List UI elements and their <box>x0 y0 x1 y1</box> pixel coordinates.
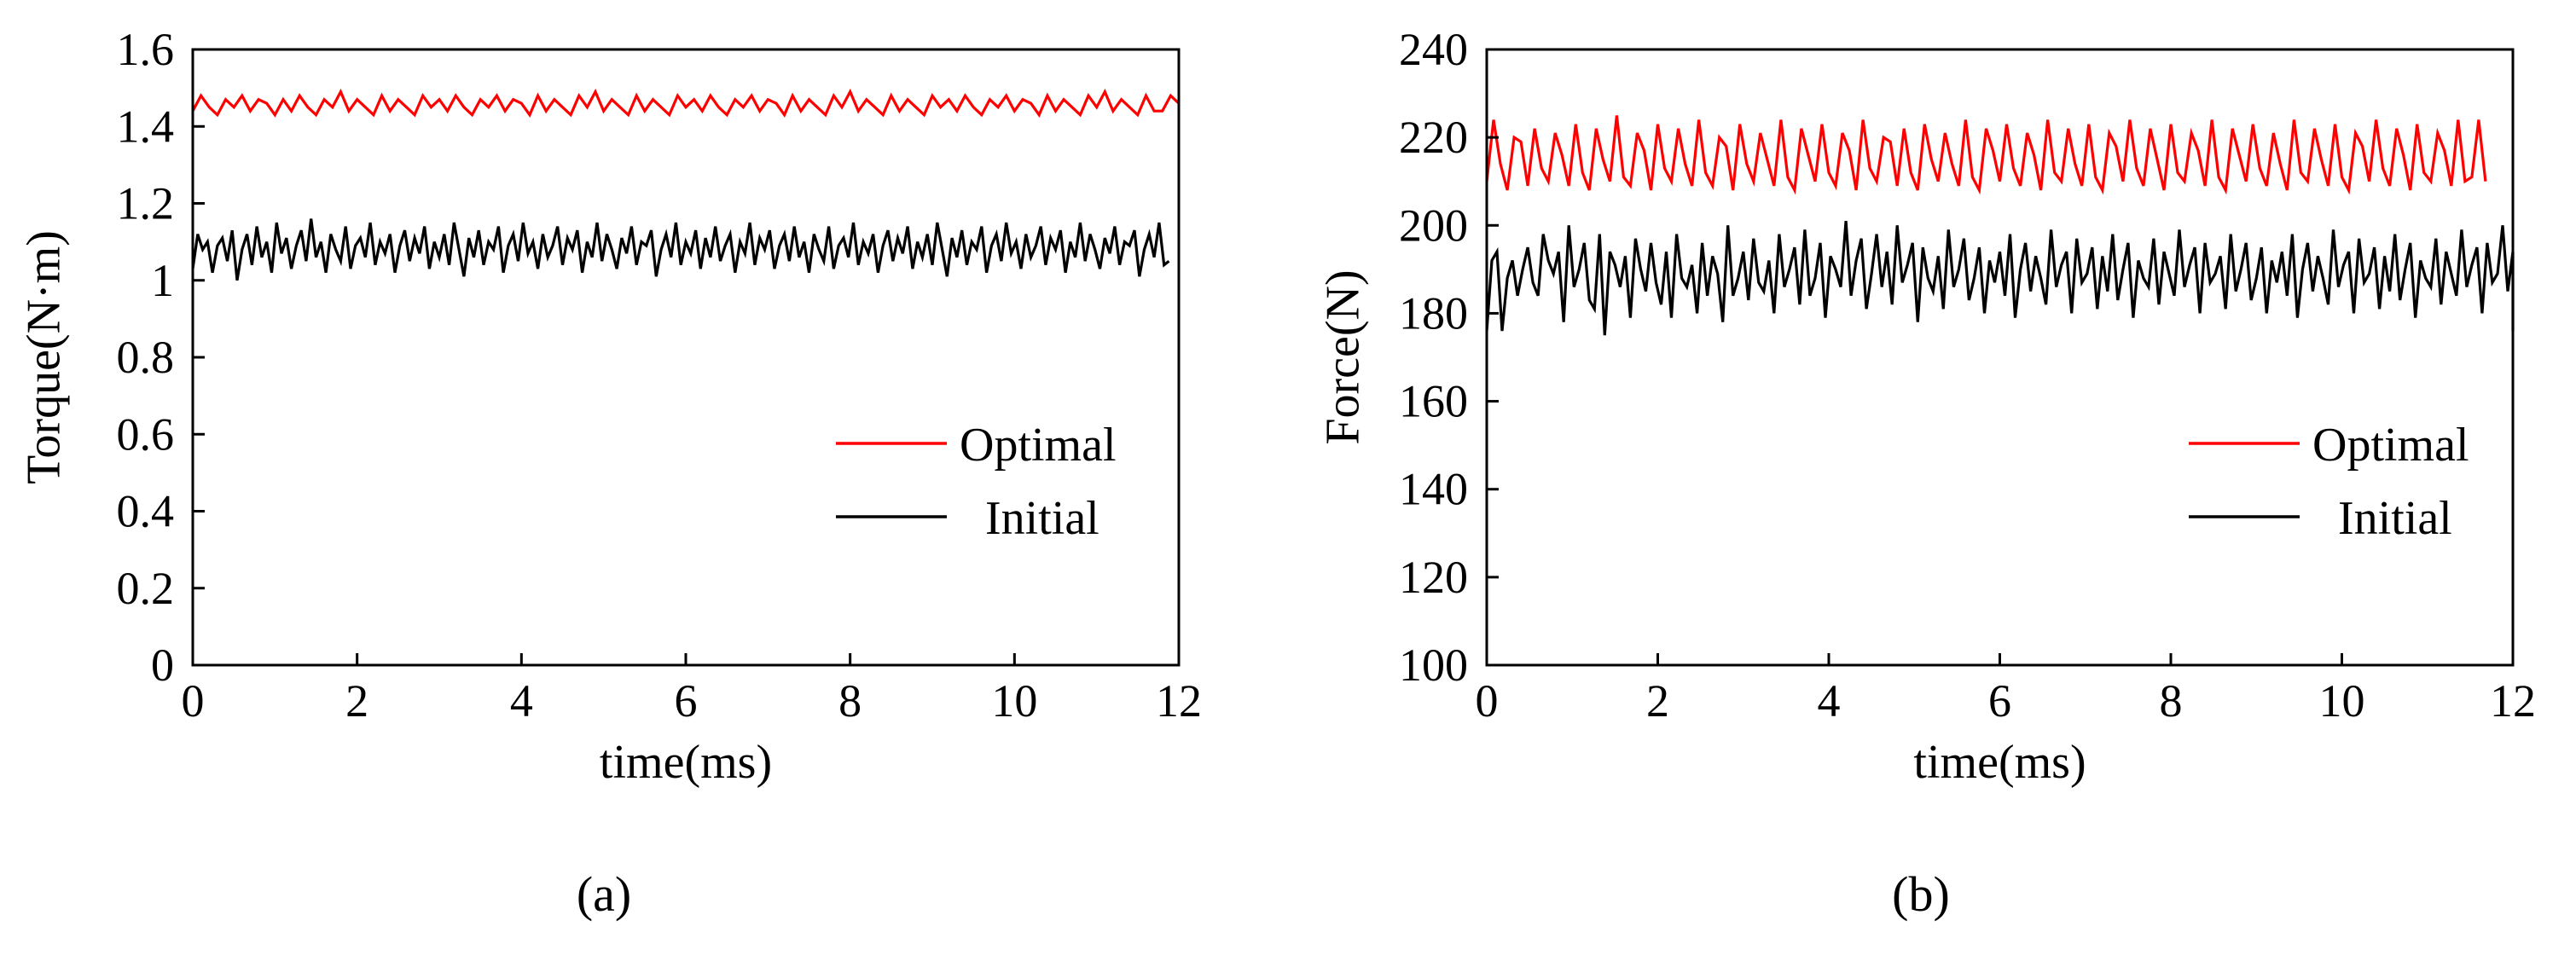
chart-a-y-tick-label: 0.8 <box>117 332 175 383</box>
chart-a-x-tick-label: 10 <box>991 675 1037 727</box>
chart-b-legend-label-optimal: Optimal <box>2312 419 2469 472</box>
chart-b-series-initial <box>1485 220 2515 336</box>
chart-a-y-tick-label: 0.6 <box>117 408 175 460</box>
chart-b-x-tick-label: 8 <box>2160 675 2183 727</box>
chart-b-y-tick-label: 180 <box>1399 287 1468 339</box>
chart-a-series <box>191 88 1181 281</box>
chart-b-x-tick-label: 10 <box>2319 675 2365 727</box>
chart-a-y-tick-label: 0 <box>151 640 174 691</box>
chart-a-y-axis-label: Torque(N·m) <box>18 230 71 484</box>
chart-b-series-optimal <box>1485 115 2487 195</box>
chart-b-y-tick-label: 100 <box>1399 640 1468 691</box>
chart-a-y-tick-label: 0.2 <box>117 563 175 614</box>
chart-b-x-tick-label: 4 <box>1818 675 1841 727</box>
chart-b-y-tick-label: 240 <box>1399 24 1468 75</box>
chart-b-y-axis-label: Force(N) <box>1317 269 1370 444</box>
chart-a-y-tick-label: 1.4 <box>117 101 175 152</box>
chart-a: 0 2 4 6 8 10 12 0 0.2 0.4 0.6 0.8 1 1.2 1.4 1.6 time(ms… <box>18 24 1202 922</box>
chart-b-y-tick-label: 160 <box>1399 376 1468 427</box>
chart-b-panel-label: (b) <box>1892 866 1950 922</box>
chart-b-x-tick-label: 6 <box>1988 675 2011 727</box>
chart-a-y-tick-label: 0.4 <box>117 486 175 537</box>
chart-a-y-tick-label: 1.6 <box>117 24 175 75</box>
chart-b-y-tick-label: 220 <box>1399 112 1468 163</box>
chart-b-y-tick-label: 140 <box>1399 464 1468 515</box>
chart-b-series <box>1485 115 2515 336</box>
chart-a-legend-label-optimal: Optimal <box>960 419 1117 472</box>
chart-b-y-tick-label: 200 <box>1399 200 1468 251</box>
chart-b-x-tick-label: 2 <box>1646 675 1669 727</box>
chart-a-x-tick-label: 8 <box>838 675 862 727</box>
chart-b-x-axis-label: time(ms) <box>1913 736 2086 789</box>
chart-b: 0 2 4 6 8 10 12 100 120 140 160 180 200 220 240 time(m… <box>1317 24 2536 922</box>
chart-a-series-optimal <box>191 88 1181 118</box>
chart-a-x-tick-label: 6 <box>675 675 698 727</box>
chart-a-plot-frame <box>191 48 1181 667</box>
chart-a-legend: Optimal Initial <box>836 419 1117 545</box>
chart-b-legend-label-initial: Initial <box>2338 492 2452 545</box>
chart-a-legend-label-initial: Initial <box>985 492 1099 545</box>
chart-a-y-tick-label: 1.2 <box>117 178 175 229</box>
chart-a-series-initial <box>191 218 1170 281</box>
chart-b-ticks: 0 2 4 6 8 10 12 100 120 140 160 180 200 220 240 <box>1399 24 2536 727</box>
chart-a-x-axis-label: time(ms) <box>600 736 772 789</box>
chart-b-y-tick-label: 120 <box>1399 552 1468 603</box>
chart-a-x-tick-label: 0 <box>182 675 205 727</box>
chart-a-x-tick-label: 2 <box>345 675 368 727</box>
chart-b-x-tick-label: 12 <box>2490 675 2536 727</box>
chart-a-ticks: 0 2 4 6 8 10 12 0 0.2 0.4 0.6 0.8 1 1.2 1.4 1.6 <box>117 24 1203 727</box>
chart-b-x-tick-label: 0 <box>1476 675 1499 727</box>
chart-b-legend: Optimal Initial <box>2189 419 2469 545</box>
chart-a-y-tick-label: 1 <box>151 255 174 306</box>
chart-a-x-tick-label: 12 <box>1156 675 1202 727</box>
chart-a-panel-label: (a) <box>577 866 631 922</box>
chart-a-x-tick-label: 4 <box>510 675 533 727</box>
